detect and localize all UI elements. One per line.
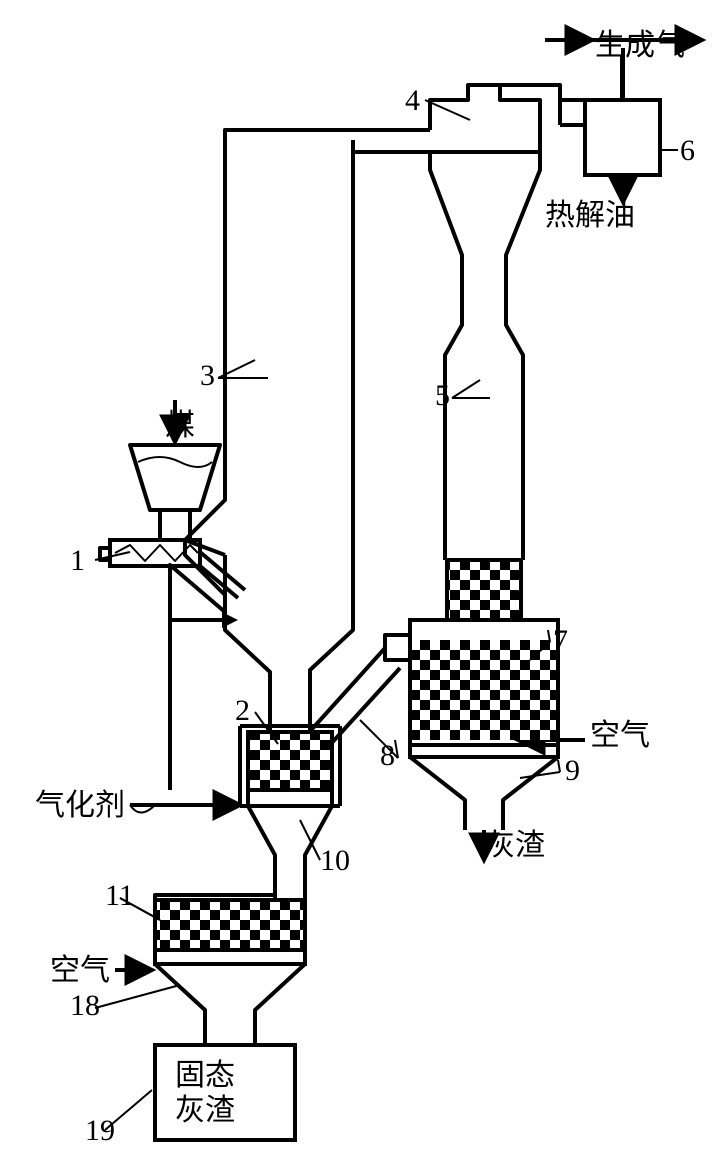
number-n5: 5	[435, 379, 450, 412]
number-n10: 10	[320, 844, 350, 877]
label-product_gas: 生成气	[595, 29, 685, 62]
number-n3: 3	[200, 359, 215, 392]
label-solid_ash_2: 灰渣	[175, 1094, 235, 1127]
label-pyrolysis_oil: 热解油	[545, 199, 635, 232]
number-n2: 2	[235, 694, 250, 727]
number-n6: 6	[680, 134, 695, 167]
number-n18: 18	[70, 989, 100, 1022]
label-coal: 煤	[165, 409, 195, 442]
number-n4: 4	[405, 84, 420, 117]
number-n9: 9	[565, 754, 580, 787]
label-gasifier: 气化剂	[35, 789, 125, 822]
number-n19: 19	[85, 1114, 115, 1147]
number-n8: 8	[380, 739, 395, 772]
number-n7: 7	[553, 624, 568, 657]
label-air_left: 空气	[50, 954, 110, 987]
number-n1: 1	[70, 544, 85, 577]
number-n11: 11	[105, 879, 134, 912]
label-solid_ash_1: 固态	[175, 1059, 235, 1092]
label-ash_right: 灰渣	[485, 829, 545, 862]
label-air_right: 空气	[590, 719, 650, 752]
